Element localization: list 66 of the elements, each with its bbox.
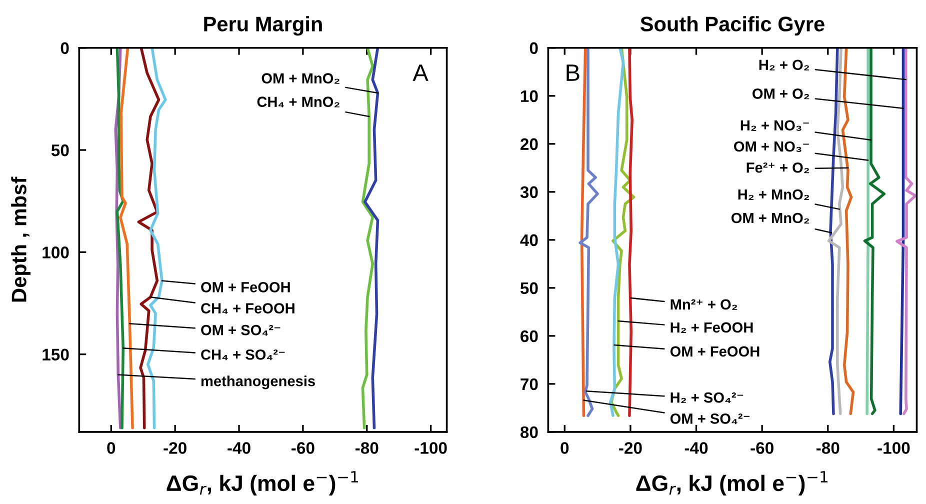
x-tick-label: -60 bbox=[292, 442, 314, 454]
line-series bbox=[364, 48, 380, 430]
y-tick-label: 0 bbox=[60, 42, 69, 54]
annotation: CH₄ + SO₄²⁻ bbox=[201, 349, 285, 360]
annotation: OM + NO₃⁻ bbox=[734, 141, 809, 152]
x-axis-title: ΔG$_{r}$, kJ (mol e$^{−}$)$^{−1}$ bbox=[636, 471, 828, 496]
x-tick-label: 0 bbox=[107, 442, 116, 454]
line-series bbox=[608, 48, 625, 417]
annotation: OM + MnO₂ bbox=[731, 212, 810, 224]
annotation: OM + FeOOH bbox=[201, 282, 290, 292]
annotation: CH₄ + MnO₂ bbox=[257, 96, 340, 108]
annotation: methanogenesis bbox=[201, 376, 315, 390]
y-tick-label: 40 bbox=[520, 234, 538, 246]
line-series bbox=[628, 48, 634, 417]
annotation: B bbox=[566, 64, 580, 81]
annotation: OM + SO₄²⁻ bbox=[670, 414, 750, 424]
annotation: H₂ + MnO₂ bbox=[738, 189, 810, 200]
annotation: H₂ + SO₄²⁻ bbox=[670, 392, 744, 404]
y-tick-label: 80 bbox=[520, 426, 538, 438]
y-tick-label: 150 bbox=[42, 348, 69, 361]
annotation: OM + O₂ bbox=[752, 88, 810, 100]
x-axis-title: ΔG$_{r}$, kJ (mol e$^{−}$)$^{−1}$ bbox=[166, 471, 358, 496]
line-series bbox=[828, 48, 839, 416]
line-series bbox=[896, 48, 917, 416]
line-series bbox=[137, 48, 160, 430]
annotation: A bbox=[412, 64, 428, 81]
line-series bbox=[827, 48, 844, 416]
x-tick-label: -20 bbox=[619, 442, 642, 454]
y-tick-label: 50 bbox=[520, 282, 538, 294]
y-tick-label: 30 bbox=[520, 186, 538, 198]
x-tick-label: -20 bbox=[164, 442, 186, 454]
line-series bbox=[580, 48, 587, 417]
x-tick-label: -100 bbox=[414, 442, 447, 454]
y-axis-title: Depth , mbsf bbox=[11, 176, 31, 302]
y-tick-label: 50 bbox=[51, 144, 69, 156]
chart-title: South Pacific Gyre bbox=[640, 16, 824, 36]
x-tick-label: -80 bbox=[355, 442, 378, 454]
annotation: H₂ + FeOOH bbox=[670, 322, 753, 333]
line-series bbox=[119, 48, 134, 430]
x-tick-label: -60 bbox=[750, 442, 774, 454]
y-tick-label: 100 bbox=[42, 246, 69, 258]
y-tick-label: 0 bbox=[530, 42, 538, 54]
line-series bbox=[863, 48, 886, 416]
annotation: OM + MnO₂ bbox=[262, 73, 340, 84]
annotation: OM + FeOOH bbox=[670, 346, 760, 357]
x-tick-label: -40 bbox=[228, 442, 250, 454]
annotation: Mn²⁺ + O₂ bbox=[670, 299, 738, 310]
annotation: OM + SO₄²⁻ bbox=[201, 324, 280, 336]
line-series bbox=[361, 48, 374, 430]
x-tick-label: -100 bbox=[878, 442, 910, 454]
annotation: H₂ + NO₃⁻ bbox=[740, 120, 809, 131]
x-tick-label: -80 bbox=[816, 442, 840, 454]
line-series bbox=[146, 48, 167, 430]
line-series bbox=[841, 48, 855, 416]
x-tick-label: -40 bbox=[684, 442, 708, 454]
y-tick-label: 60 bbox=[520, 330, 538, 342]
line-series bbox=[116, 48, 125, 430]
chart-title: Peru Margin bbox=[204, 16, 322, 36]
y-tick-label: 10 bbox=[520, 90, 538, 102]
y-tick-label: 20 bbox=[520, 138, 538, 150]
annotation: CH₄ + FeOOH bbox=[201, 303, 294, 314]
annotation: H₂ + O₂ bbox=[759, 60, 810, 70]
x-tick-label: 0 bbox=[560, 442, 569, 454]
line-series bbox=[578, 48, 599, 417]
y-tick-label: 70 bbox=[520, 378, 538, 390]
annotation: Fe²⁺ + O₂ bbox=[746, 162, 810, 174]
